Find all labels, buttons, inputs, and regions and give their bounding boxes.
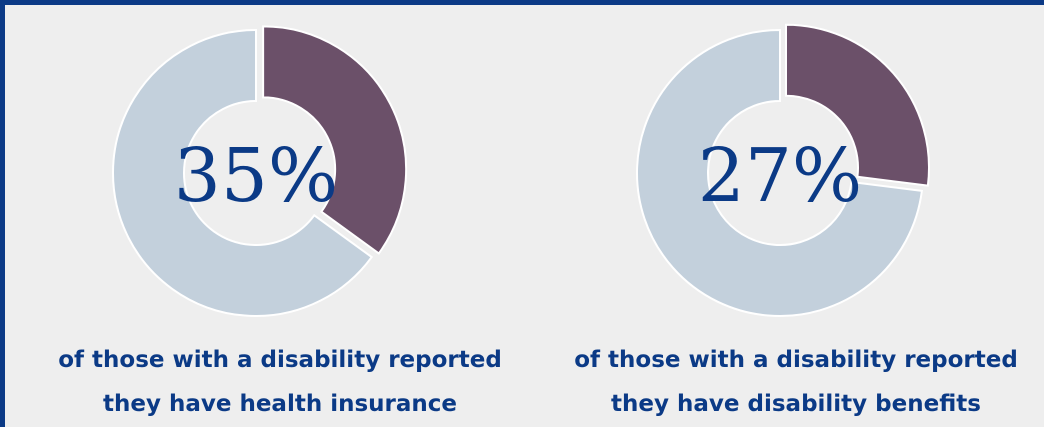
caption-line-1: of those with a disability reported: [574, 347, 1018, 373]
percent-label: 27%: [698, 133, 862, 219]
top-border: [0, 0, 1044, 5]
donut-slice-highlight: [785, 23, 930, 187]
percent-label: 35%: [174, 133, 338, 219]
donut-slice-highlight: [262, 25, 408, 255]
donut-chart: 27%: [636, 23, 930, 317]
left-border: [0, 0, 5, 427]
caption-line-2: they have disability benefits: [611, 391, 981, 417]
donut-slice-remainder: [112, 28, 374, 317]
chart-panel-health-insurance: 35% of those with a disability reported …: [20, 0, 540, 427]
caption-line-1: of those with a disability reported: [58, 347, 502, 373]
caption-line-2: they have health insurance: [102, 391, 457, 417]
chart-panel-disability-benefits: 27% of those with a disability reported …: [548, 0, 1044, 427]
donut-chart: 35%: [112, 25, 408, 317]
chart-caption: of those with a disability reported they…: [20, 338, 540, 426]
chart-caption: of those with a disability reported they…: [548, 338, 1044, 426]
donut-slice-remainder: [636, 28, 923, 317]
